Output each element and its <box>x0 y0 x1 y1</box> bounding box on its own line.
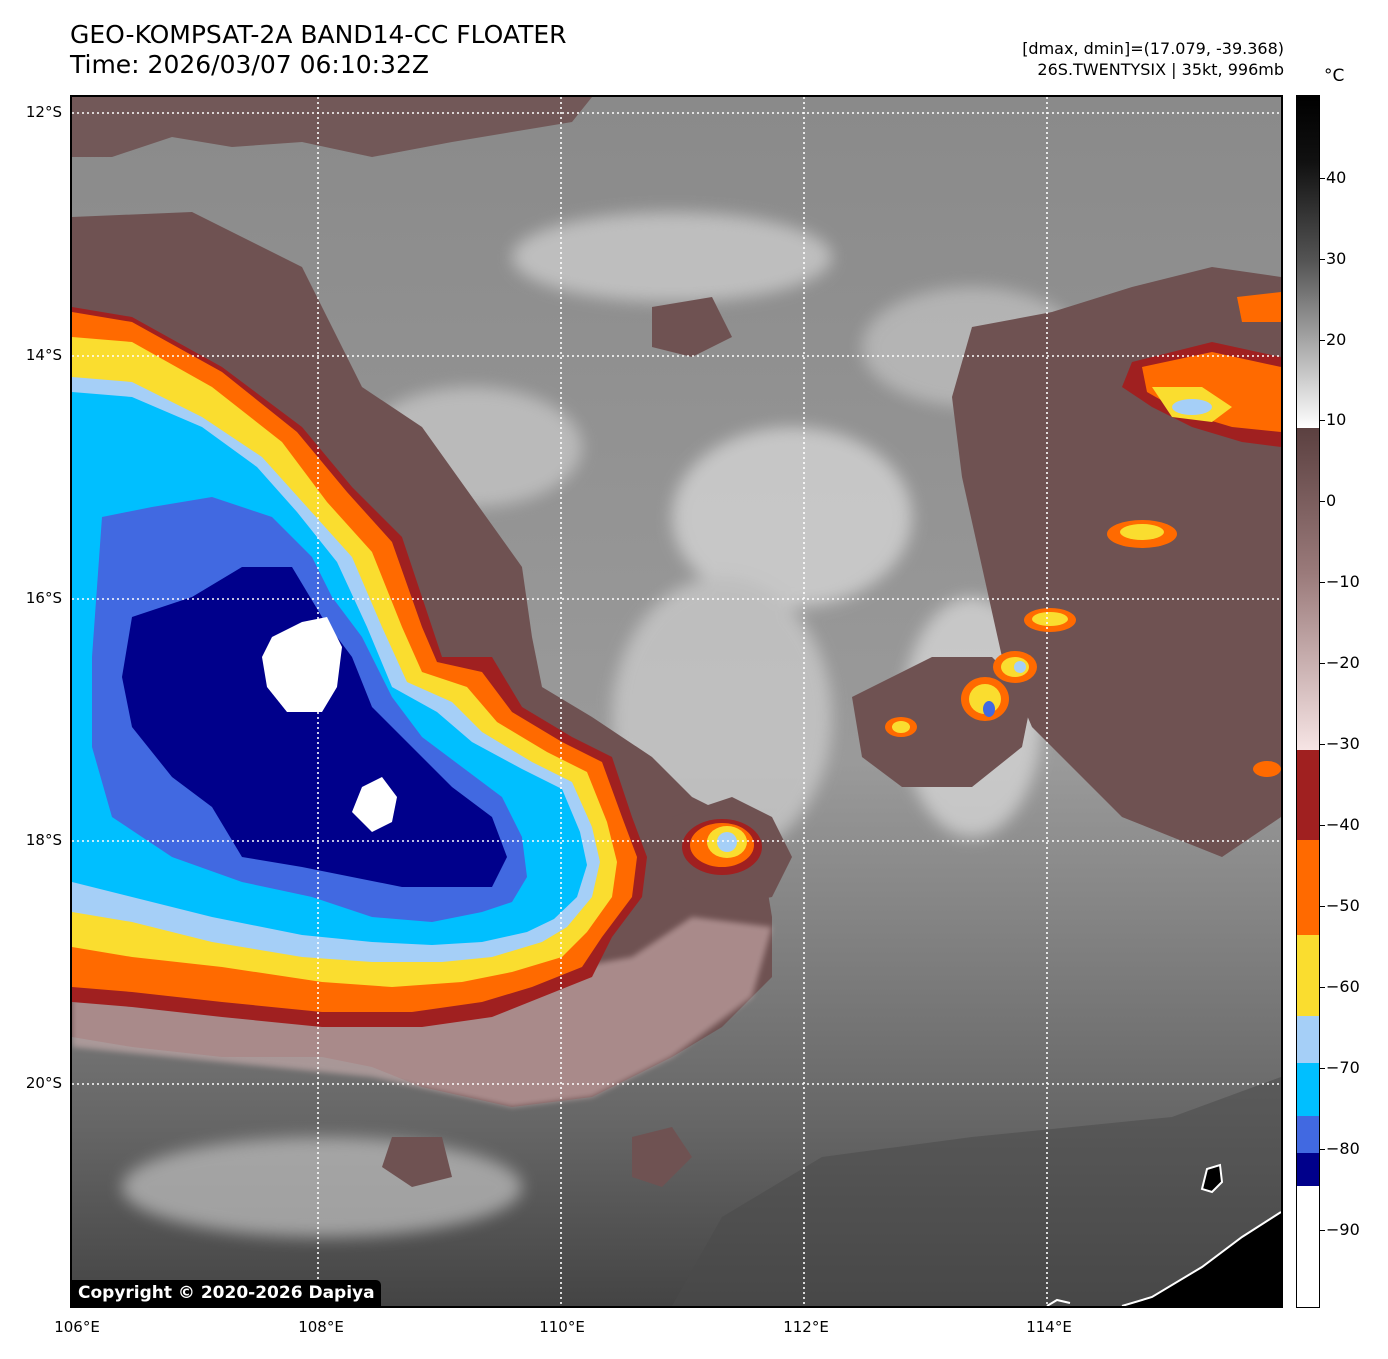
colorbar-tick-minus70: −70 <box>1326 1058 1360 1077</box>
colorbar-blue-segment <box>1297 1116 1319 1153</box>
colorbar <box>1296 95 1320 1308</box>
colorbar-gray-segment <box>1297 96 1319 428</box>
copyright-badge: Copyright © 2020-2026 Dapiya <box>72 1280 381 1306</box>
colorbar-lightblue-segment <box>1297 1016 1319 1063</box>
lon-label-112e: 112°E <box>783 1318 829 1336</box>
colorbar-tickmark <box>1320 259 1325 260</box>
lat-label-18s: 18°S <box>25 831 62 849</box>
colorbar-tick-20: 20 <box>1326 330 1347 349</box>
lon-label-110e: 110°E <box>539 1318 585 1336</box>
colorbar-tickmark <box>1320 1230 1325 1231</box>
colorbar-tick-minus80: −80 <box>1326 1139 1360 1158</box>
colorbar-brown-segment <box>1297 428 1319 750</box>
satellite-image[interactable]: Copyright © 2020-2026 Dapiya <box>70 95 1283 1308</box>
colorbar-tickmark <box>1320 1149 1325 1150</box>
lon-label-114e: 114°E <box>1026 1318 1072 1336</box>
lat-label-20s: 20°S <box>25 1074 62 1092</box>
colorbar-red-segment <box>1297 750 1319 840</box>
colorbar-navy-segment <box>1297 1153 1319 1186</box>
lat-label-16s: 16°S <box>25 589 62 607</box>
colorbar-white-segment <box>1297 1186 1319 1307</box>
colorbar-tick-minus10: −10 <box>1326 572 1360 591</box>
info-line-1: [dmax, dmin]=(17.079, -39.368) <box>1022 39 1284 58</box>
cold-cloud-shield <box>72 307 647 1027</box>
title-line-2: Time: 2026/03/07 06:10:32Z <box>70 50 429 79</box>
colorbar-tickmark <box>1320 420 1325 421</box>
storm-info: [dmax, dmin]=(17.079, -39.368) 26S.TWENT… <box>1022 38 1284 80</box>
colorbar-yellow-segment <box>1297 935 1319 1016</box>
graticule <box>72 97 1281 1306</box>
info-line-2: 26S.TWENTYSIX | 35kt, 996mb <box>1037 60 1284 79</box>
title-line-1: GEO-KOMPSAT-2A BAND14-CC FLOATER <box>70 20 567 49</box>
colorbar-tickmark <box>1320 987 1325 988</box>
coastline <box>1046 1163 1281 1306</box>
lat-label-12s: 12°S <box>25 103 62 121</box>
lon-label-106e: 106°E <box>54 1318 100 1336</box>
colorbar-tick-minus30: −30 <box>1326 734 1360 753</box>
colorbar-tick-40: 40 <box>1326 168 1347 187</box>
colorbar-tick-minus50: −50 <box>1326 896 1360 915</box>
colorbar-tick-0: 0 <box>1326 491 1337 510</box>
colorbar-tick-minus40: −40 <box>1326 815 1360 834</box>
colorbar-cyan-segment <box>1297 1063 1319 1116</box>
colorbar-tickmark <box>1320 178 1325 179</box>
convective-cells <box>682 292 1281 875</box>
lat-label-14s: 14°S <box>25 346 62 364</box>
colorbar-tick-10: 10 <box>1326 410 1347 429</box>
colorbar-tickmark <box>1320 340 1325 341</box>
colorbar-svg <box>1297 96 1319 1307</box>
colorbar-orange-segment <box>1297 840 1319 935</box>
colorbar-tick-30: 30 <box>1326 249 1347 268</box>
colorbar-tickmark <box>1320 744 1325 745</box>
satellite-imagery-svg <box>72 97 1281 1306</box>
colorbar-tickmark <box>1320 906 1325 907</box>
colorbar-unit: °C <box>1324 66 1345 86</box>
colorbar-tick-minus90: −90 <box>1326 1220 1360 1239</box>
colorbar-tickmark <box>1320 825 1325 826</box>
colorbar-tick-minus20: −20 <box>1326 653 1360 672</box>
colorbar-tickmark <box>1320 582 1325 583</box>
colorbar-tickmark <box>1320 1068 1325 1069</box>
lon-label-108e: 108°E <box>298 1318 344 1336</box>
colorbar-tickmark <box>1320 501 1325 502</box>
colorbar-tickmark <box>1320 663 1325 664</box>
chart-title: GEO-KOMPSAT-2A BAND14-CC FLOATER Time: 2… <box>70 20 567 80</box>
clear-ocean <box>672 1077 1281 1306</box>
colorbar-tick-minus60: −60 <box>1326 977 1360 996</box>
